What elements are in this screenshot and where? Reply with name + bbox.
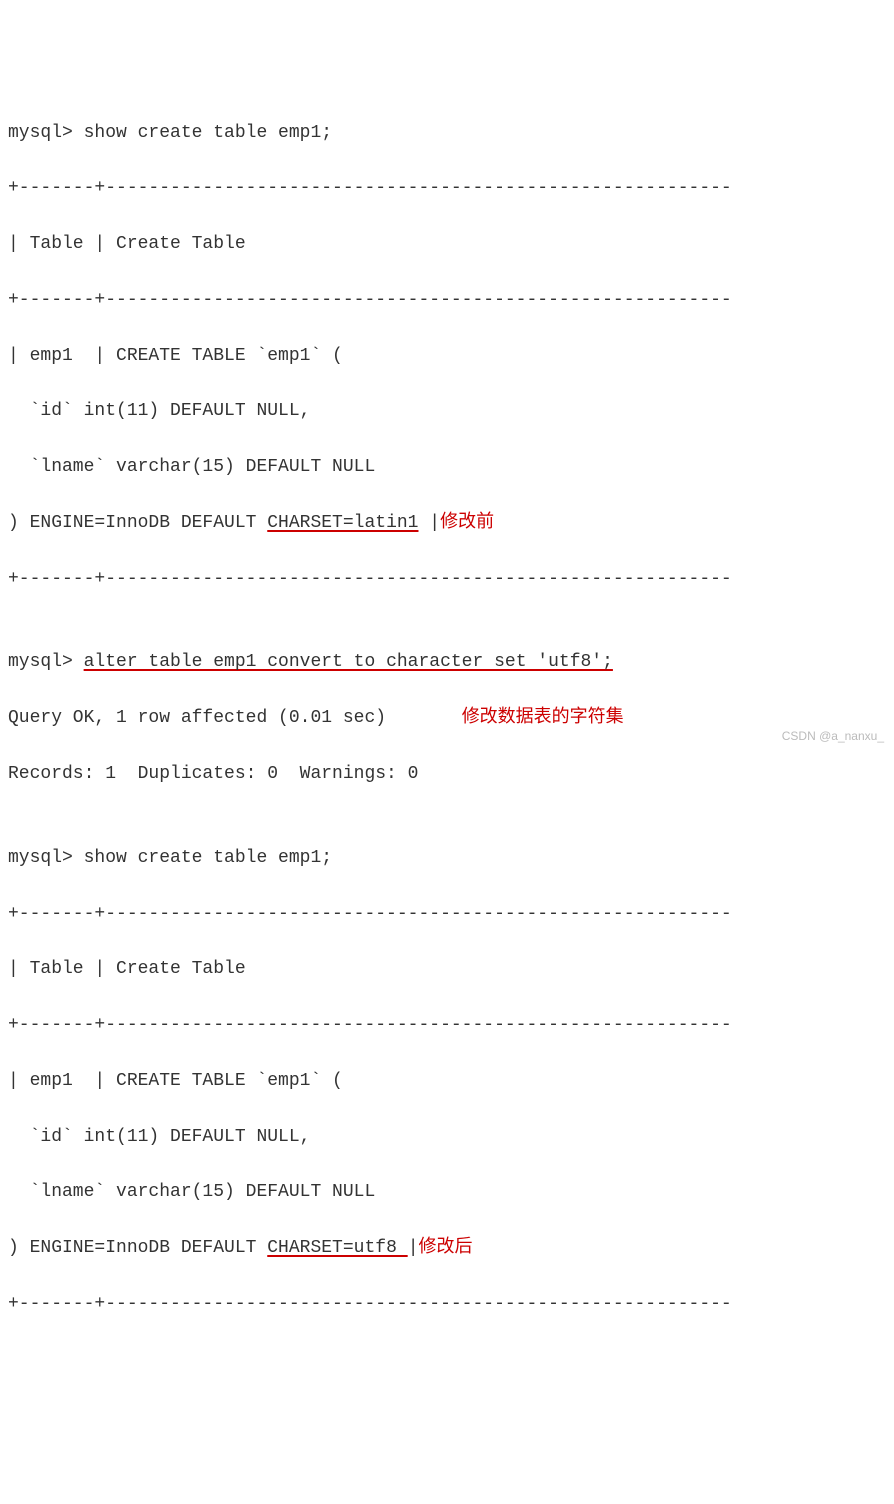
table-row: | emp1 | CREATE TABLE `emp1` ( (8, 343, 886, 371)
row-end: | (418, 513, 440, 533)
table-row: `id` int(11) DEFAULT NULL, (8, 1124, 886, 1152)
charset-after: CHARSET=utf8 (267, 1238, 407, 1258)
table-header: | Table | Create Table (8, 231, 886, 259)
table-row: | emp1 | CREATE TABLE `emp1` ( (8, 1068, 886, 1096)
row-end: | (408, 1238, 419, 1258)
table-header: | Table | Create Table (8, 956, 886, 984)
table-separator: +-------+-------------------------------… (8, 901, 886, 929)
terminal-line: mysql> alter table emp1 convert to chara… (8, 649, 886, 677)
sql-command: show create table emp1; (84, 123, 332, 143)
sql-command-alter: alter table emp1 convert to character se… (84, 652, 613, 672)
watermark: CSDN @a_nanxu_ (782, 727, 884, 746)
mysql-prompt: mysql> (8, 123, 84, 143)
table-separator: +-------+-------------------------------… (8, 175, 886, 203)
annotation-before: 修改前 (440, 513, 494, 533)
charset-before: CHARSET=latin1 (267, 513, 418, 533)
table-row: `id` int(11) DEFAULT NULL, (8, 398, 886, 426)
terminal-line: mysql> show create table emp1; (8, 120, 886, 148)
annotation-modify: 修改数据表的字符集 (462, 708, 624, 728)
table-row: `lname` varchar(15) DEFAULT NULL (8, 454, 886, 482)
table-separator: +-------+-------------------------------… (8, 287, 886, 315)
query-ok: Query OK, 1 row affected (0.01 sec) (8, 708, 462, 728)
query-result: Query OK, 1 row affected (0.01 sec) 修改数据… (8, 705, 886, 733)
table-row: ) ENGINE=InnoDB DEFAULT CHARSET=latin1 |… (8, 510, 886, 538)
mysql-prompt: mysql> (8, 652, 84, 672)
annotation-after: 修改后 (419, 1238, 473, 1258)
mysql-prompt: mysql> (8, 848, 84, 868)
table-row: `lname` varchar(15) DEFAULT NULL (8, 1179, 886, 1207)
table-row: ) ENGINE=InnoDB DEFAULT CHARSET=utf8 |修改… (8, 1235, 886, 1263)
table-separator: +-------+-------------------------------… (8, 1012, 886, 1040)
table-separator: +-------+-------------------------------… (8, 566, 886, 594)
engine-text: ) ENGINE=InnoDB DEFAULT (8, 513, 267, 533)
engine-text: ) ENGINE=InnoDB DEFAULT (8, 1238, 267, 1258)
table-separator: +-------+-------------------------------… (8, 1291, 886, 1319)
sql-command: show create table emp1; (84, 848, 332, 868)
query-records: Records: 1 Duplicates: 0 Warnings: 0 (8, 761, 886, 789)
terminal-line: mysql> show create table emp1; (8, 845, 886, 873)
